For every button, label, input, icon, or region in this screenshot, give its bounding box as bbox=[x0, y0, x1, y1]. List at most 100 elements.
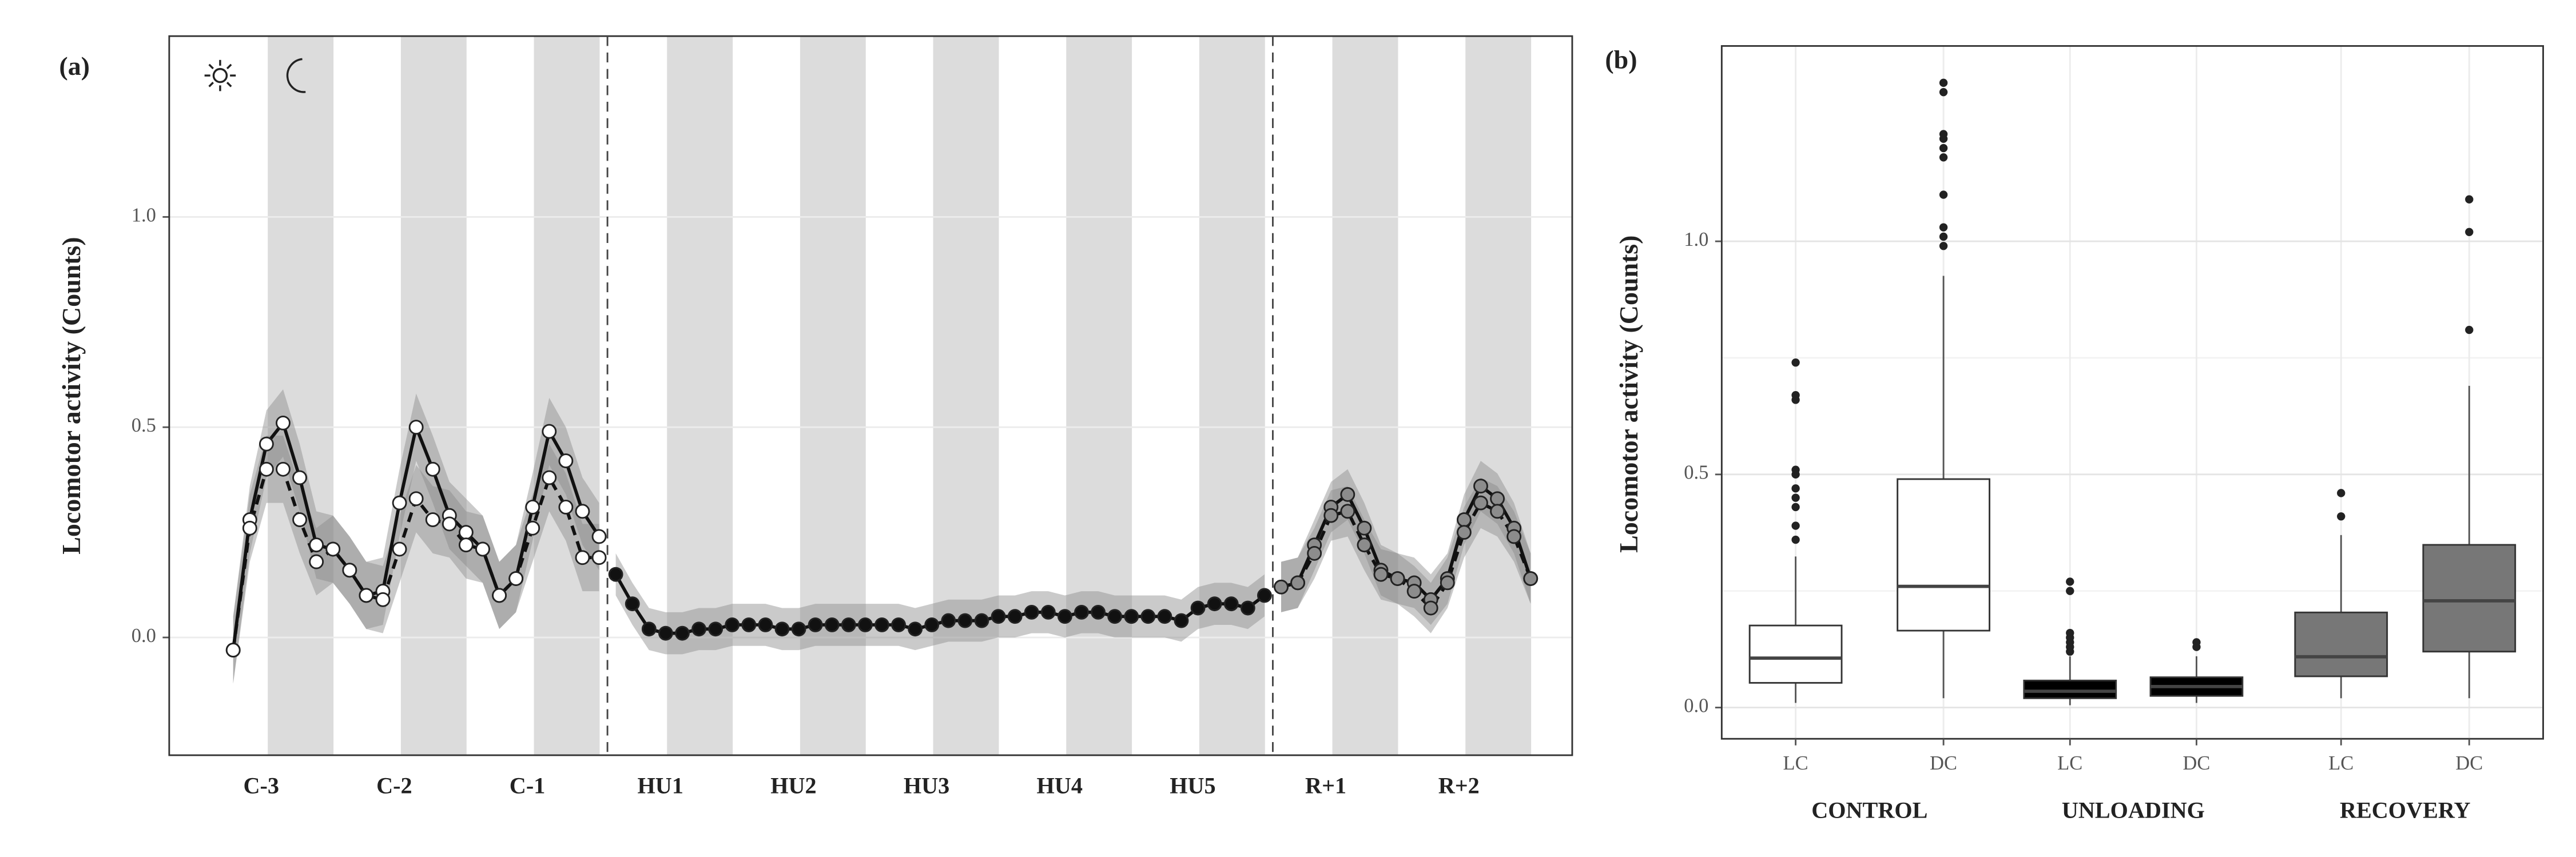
outlier bbox=[2337, 512, 2346, 521]
data-point bbox=[641, 621, 657, 637]
data-point bbox=[558, 500, 574, 515]
sun-ray bbox=[226, 82, 232, 87]
data-point bbox=[392, 495, 407, 511]
data-point bbox=[908, 621, 923, 637]
data-point bbox=[1406, 584, 1422, 599]
outlier bbox=[1791, 358, 1800, 367]
data-point bbox=[508, 571, 524, 586]
outlier bbox=[1939, 87, 1948, 97]
outlier bbox=[2465, 325, 2474, 334]
night-band bbox=[1332, 36, 1398, 755]
error-ribbon bbox=[233, 435, 599, 684]
x-tick-label: HU3 bbox=[904, 773, 949, 799]
y-axis-label: Locomotor activity (Counts) bbox=[1614, 236, 1643, 553]
data-point bbox=[725, 617, 740, 632]
data-point bbox=[1490, 491, 1505, 507]
group-label: UNLOADING bbox=[2062, 798, 2205, 823]
sun-ray bbox=[208, 82, 214, 87]
data-point bbox=[1490, 504, 1505, 519]
outlier bbox=[2066, 628, 2074, 637]
data-point bbox=[824, 617, 840, 632]
data-point bbox=[1473, 479, 1488, 494]
data-point bbox=[591, 529, 607, 544]
night-band bbox=[1199, 36, 1265, 755]
box bbox=[2023, 679, 2117, 699]
data-point bbox=[1357, 520, 1372, 536]
night-band bbox=[268, 36, 334, 755]
group-label: RECOVERY bbox=[2340, 798, 2471, 823]
x-tick-label: LC bbox=[2328, 752, 2354, 774]
x-tick-label: DC bbox=[1930, 752, 1957, 774]
data-point bbox=[492, 588, 507, 603]
box bbox=[1748, 624, 1843, 684]
x-tick-label: C-1 bbox=[510, 773, 546, 799]
data-point bbox=[658, 625, 673, 641]
plot-frame bbox=[1720, 45, 2544, 740]
data-point bbox=[1223, 596, 1239, 612]
data-point bbox=[575, 504, 590, 519]
box bbox=[1897, 478, 1990, 632]
data-point bbox=[758, 617, 773, 632]
error-ribbon bbox=[1281, 461, 1531, 625]
data-point bbox=[558, 453, 574, 468]
data-point bbox=[1074, 604, 1089, 620]
data-point bbox=[774, 621, 790, 637]
data-point bbox=[1473, 495, 1488, 511]
night-band bbox=[800, 36, 866, 755]
data-point bbox=[1057, 609, 1072, 624]
outlier bbox=[2066, 587, 2074, 595]
outlier bbox=[2465, 195, 2474, 204]
box bbox=[2422, 544, 2517, 653]
data-point bbox=[1456, 512, 1472, 527]
night-band bbox=[400, 36, 467, 755]
data-point bbox=[1140, 609, 1156, 624]
plot-frame bbox=[168, 35, 1573, 756]
y-tick-label: 0.5 bbox=[132, 414, 156, 436]
outlier bbox=[1939, 153, 1948, 162]
group-label: CONTROL bbox=[1811, 798, 1927, 823]
data-point bbox=[1157, 609, 1172, 624]
data-point bbox=[525, 500, 540, 515]
sun-ray bbox=[208, 63, 214, 70]
outlier bbox=[1791, 391, 1800, 400]
data-point bbox=[1007, 609, 1023, 624]
data-point bbox=[359, 588, 374, 603]
data-point bbox=[1440, 575, 1455, 591]
outlier bbox=[1791, 493, 1800, 502]
data-point bbox=[1456, 525, 1472, 540]
data-point bbox=[225, 643, 241, 657]
data-point bbox=[1240, 600, 1255, 616]
x-tick-label: HU5 bbox=[1170, 773, 1215, 799]
x-tick-label: HU1 bbox=[638, 773, 683, 799]
data-point bbox=[1124, 609, 1139, 624]
data-point bbox=[1373, 567, 1389, 582]
outlier bbox=[2465, 228, 2474, 236]
x-tick-label: HU2 bbox=[770, 773, 816, 799]
outlier bbox=[2337, 489, 2346, 497]
outlier bbox=[1939, 232, 1948, 241]
data-point bbox=[841, 617, 856, 632]
y-tick-label: 0.0 bbox=[1684, 695, 1708, 717]
data-point bbox=[292, 470, 307, 485]
data-point bbox=[741, 617, 757, 632]
data-point bbox=[1024, 604, 1039, 620]
data-point bbox=[458, 537, 474, 553]
data-point bbox=[242, 520, 257, 536]
data-point bbox=[1323, 508, 1339, 523]
x-tick-label: LC bbox=[2057, 752, 2082, 774]
data-point bbox=[1340, 504, 1355, 519]
box bbox=[2294, 611, 2388, 677]
y-tick-label: 1.0 bbox=[1684, 229, 1708, 250]
data-point bbox=[1207, 596, 1222, 612]
data-point bbox=[808, 617, 823, 632]
outlier bbox=[1791, 503, 1800, 512]
outlier bbox=[1939, 190, 1948, 199]
data-point bbox=[1274, 579, 1289, 595]
data-point bbox=[625, 596, 640, 612]
data-point bbox=[1340, 487, 1355, 502]
data-point bbox=[891, 617, 906, 632]
x-tick-label: R+2 bbox=[1438, 773, 1480, 799]
data-point bbox=[1390, 571, 1405, 586]
moon-icon bbox=[286, 58, 306, 93]
outlier bbox=[1791, 535, 1800, 544]
